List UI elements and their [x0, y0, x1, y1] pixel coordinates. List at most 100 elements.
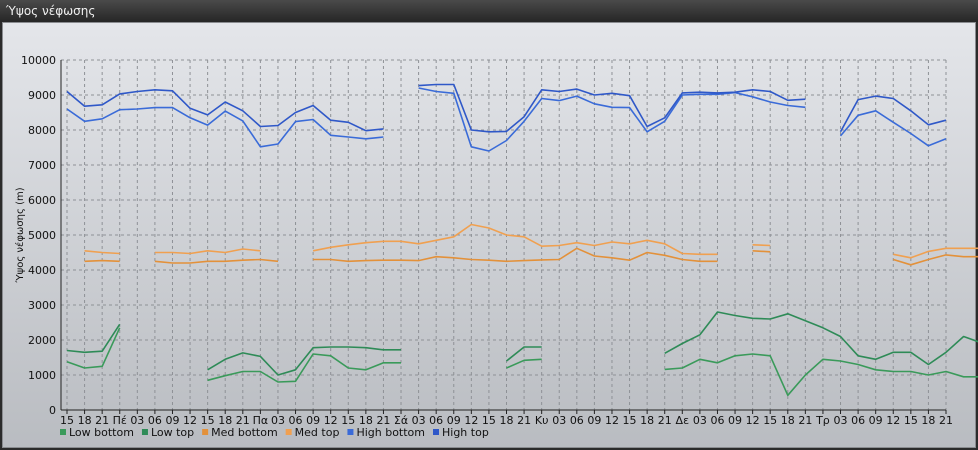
- x-tick-label: 15: [341, 414, 355, 427]
- x-tick-label: 09: [165, 414, 179, 427]
- series-line: [66, 323, 121, 354]
- x-tick-label: 03: [834, 414, 848, 427]
- x-tick-label: 09: [447, 414, 461, 427]
- x-tick-label: 18: [359, 414, 373, 427]
- series-high-bottom: [66, 87, 947, 152]
- x-tick-label: 09: [587, 414, 601, 427]
- x-tick-label: Πα: [253, 414, 269, 427]
- series-line: [839, 110, 947, 147]
- series-line: [154, 248, 261, 255]
- x-tick-label: 12: [886, 414, 900, 427]
- chart-grid: [61, 59, 947, 411]
- x-tick-label: 09: [869, 414, 883, 427]
- series-line: [66, 106, 384, 148]
- y-tick-label: 2000: [28, 334, 56, 347]
- x-tick-label: 06: [851, 414, 865, 427]
- series-med-top: [84, 223, 978, 259]
- legend-swatch: [347, 429, 354, 435]
- x-tick-label: 12: [183, 414, 197, 427]
- chart-legend: Low bottom Low top Med bottom Med top High b…: [60, 426, 489, 439]
- legend-label: High bottom: [356, 426, 425, 439]
- x-tick-label: 06: [570, 414, 584, 427]
- x-tick-label: 09: [728, 414, 742, 427]
- series-med-bottom: [84, 247, 978, 266]
- chart-axes: 0 1000 2000 3000 4000 5000 6000 7000 8000 9000 100…: [21, 54, 953, 427]
- x-tick-label: 18: [781, 414, 795, 427]
- y-tick-label: 6000: [28, 194, 56, 207]
- series-line: [752, 244, 771, 247]
- x-tick-label: 18: [500, 414, 514, 427]
- series-line: [893, 254, 978, 266]
- x-tick-label: Δε: [676, 414, 690, 427]
- series-line: [312, 223, 718, 256]
- x-tick-label: 03: [693, 414, 707, 427]
- x-tick-label: 18: [218, 414, 232, 427]
- x-tick-label: 12: [464, 414, 478, 427]
- legend-label: Med top: [295, 426, 340, 439]
- y-tick-label: 9000: [28, 89, 56, 102]
- x-tick-label: 21: [939, 414, 953, 427]
- x-tick-label: 18: [640, 414, 654, 427]
- x-tick-label: 06: [148, 414, 162, 427]
- x-tick-label: 03: [130, 414, 144, 427]
- series-line: [84, 250, 120, 255]
- y-tick-label: 3000: [28, 299, 56, 312]
- x-tick-label: 21: [658, 414, 672, 427]
- x-tick-label: 18: [921, 414, 935, 427]
- x-tick-label: 21: [95, 414, 109, 427]
- series-line: [752, 250, 771, 253]
- series-line: [664, 353, 978, 397]
- series-line: [84, 259, 120, 263]
- x-tick-label: 15: [60, 414, 74, 427]
- series-line: [313, 247, 718, 263]
- x-tick-label: 18: [78, 414, 92, 427]
- y-axis-label: Ύψος νέφωσης (m): [14, 187, 26, 283]
- x-tick-label: 12: [324, 414, 338, 427]
- legend-swatch: [141, 429, 148, 435]
- x-tick-label: 06: [289, 414, 303, 427]
- series-line: [506, 358, 542, 369]
- x-tick-label: Πέ: [113, 414, 127, 427]
- y-tick-label: 1000: [28, 369, 56, 382]
- legend-label: Low bottom: [69, 426, 134, 439]
- series-line: [207, 346, 401, 376]
- x-tick-label: 12: [746, 414, 760, 427]
- x-tick-label: 03: [271, 414, 285, 427]
- legend-swatch: [285, 429, 292, 435]
- series-line: [418, 87, 806, 152]
- y-tick-label: 0: [49, 404, 56, 417]
- series-high-top: [66, 83, 947, 133]
- y-tick-label: 4000: [28, 264, 56, 277]
- x-tick-label: 21: [798, 414, 812, 427]
- x-tick-label: Σά: [394, 414, 408, 427]
- x-tick-label: 03: [412, 414, 426, 427]
- x-tick-label: 06: [710, 414, 724, 427]
- x-tick-label: 15: [623, 414, 637, 427]
- x-tick-label: Κυ: [535, 414, 549, 427]
- x-tick-label: 03: [552, 414, 566, 427]
- x-tick-label: 06: [429, 414, 443, 427]
- legend-swatch: [60, 429, 66, 435]
- x-tick-label: 15: [763, 414, 777, 427]
- series-low-top: [66, 311, 978, 376]
- series-line: [893, 247, 978, 259]
- series-line: [66, 327, 121, 369]
- legend-swatch: [433, 429, 439, 435]
- x-tick-label: 09: [306, 414, 320, 427]
- series-line: [66, 89, 384, 132]
- series-low-bottom: [66, 327, 978, 397]
- y-tick-label: 10000: [21, 54, 56, 67]
- y-tick-label: 7000: [28, 159, 56, 172]
- x-tick-label: 15: [482, 414, 496, 427]
- series-line: [418, 83, 806, 133]
- series-line: [839, 95, 947, 133]
- window-title: Ύψος νέφωσης: [0, 0, 978, 22]
- series-line: [664, 311, 978, 366]
- series-line: [154, 258, 279, 264]
- x-tick-label: 21: [517, 414, 531, 427]
- legend-label: Low top: [151, 426, 194, 439]
- y-tick-label: 8000: [28, 124, 56, 137]
- y-tick-label: 5000: [28, 229, 56, 242]
